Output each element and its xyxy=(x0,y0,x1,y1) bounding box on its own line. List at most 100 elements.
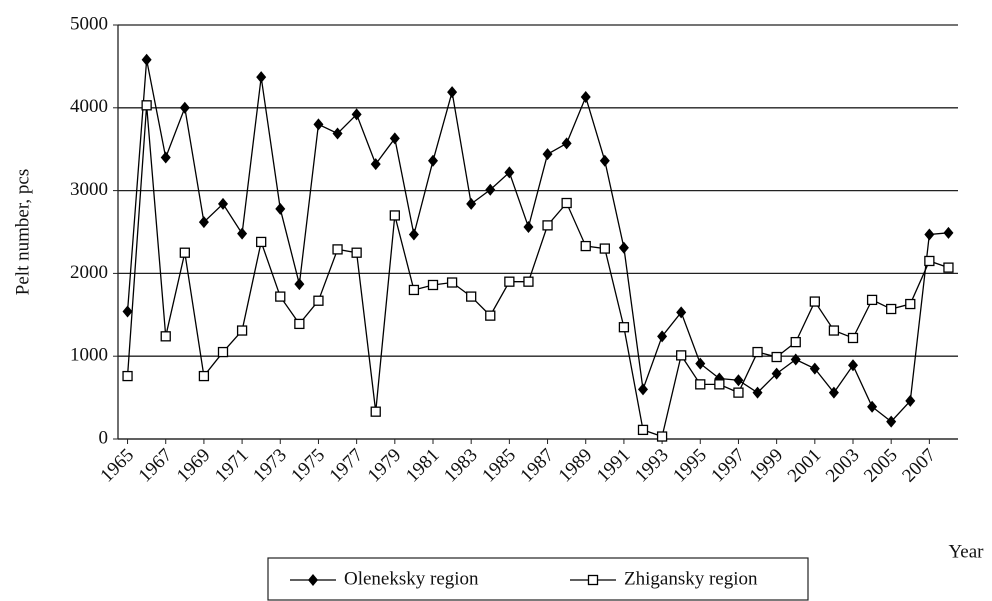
point xyxy=(351,247,362,258)
point xyxy=(447,86,458,99)
point xyxy=(466,197,477,210)
point xyxy=(217,346,229,358)
point xyxy=(294,278,305,291)
x-tick-label: 1967 xyxy=(135,445,177,487)
point xyxy=(485,183,496,196)
x-tick-label: 1999 xyxy=(746,445,788,487)
point xyxy=(256,71,267,84)
legend-marker xyxy=(587,574,599,586)
x-tick-label: 1981 xyxy=(402,445,444,487)
point xyxy=(943,262,954,273)
point xyxy=(752,346,763,358)
x-tick-label: 1991 xyxy=(593,445,635,487)
point xyxy=(924,228,935,241)
point xyxy=(275,291,286,302)
point xyxy=(809,362,820,375)
point xyxy=(867,400,878,413)
point xyxy=(256,236,267,248)
point xyxy=(657,330,668,343)
x-tick-label: 2005 xyxy=(860,445,902,487)
point xyxy=(122,305,133,318)
point xyxy=(122,370,133,382)
point xyxy=(294,318,305,330)
point xyxy=(943,226,954,239)
point xyxy=(179,247,190,258)
point xyxy=(771,367,782,380)
point xyxy=(198,370,210,382)
x-tick-label: 1995 xyxy=(669,445,711,487)
y-tick-label: 1000 xyxy=(70,345,108,366)
point xyxy=(580,91,591,104)
point xyxy=(351,108,362,121)
point xyxy=(733,374,744,387)
point xyxy=(924,255,935,267)
point xyxy=(370,158,381,171)
point xyxy=(828,386,839,399)
x-tick-label: 1977 xyxy=(326,445,368,487)
x-tick-label: 1993 xyxy=(631,445,673,487)
point xyxy=(599,154,610,167)
point xyxy=(905,394,916,407)
point xyxy=(790,336,801,348)
y-tick-label: 3000 xyxy=(70,179,108,200)
x-tick-label: 1975 xyxy=(287,445,329,487)
point xyxy=(370,406,381,417)
point xyxy=(408,284,420,296)
point xyxy=(886,303,897,315)
point xyxy=(332,244,343,255)
point xyxy=(905,298,916,310)
y-tick-label: 2000 xyxy=(70,262,108,283)
y-tick-label: 0 xyxy=(99,427,109,448)
point xyxy=(237,227,248,240)
x-tick-label: 1989 xyxy=(555,445,597,487)
point xyxy=(141,53,152,66)
point xyxy=(485,310,496,321)
y-tick-label: 4000 xyxy=(70,96,108,117)
series-line xyxy=(126,105,949,438)
point xyxy=(752,386,763,399)
x-axis-title: Year xyxy=(948,541,984,562)
point xyxy=(695,357,706,370)
point xyxy=(236,325,248,336)
point xyxy=(504,276,515,287)
point xyxy=(695,379,706,390)
point xyxy=(599,243,610,254)
point xyxy=(313,295,324,306)
point xyxy=(275,202,286,215)
point xyxy=(408,228,419,241)
x-tick-label: 1979 xyxy=(364,445,406,487)
x-tick-label: 2007 xyxy=(898,445,940,487)
point xyxy=(313,118,324,131)
point xyxy=(446,277,458,288)
point xyxy=(733,387,744,398)
point xyxy=(638,383,648,396)
point xyxy=(809,296,820,307)
x-tick-label: 1987 xyxy=(516,445,558,487)
x-tick-label: 1983 xyxy=(440,445,482,487)
x-tick-label: 1973 xyxy=(249,445,291,487)
point xyxy=(618,241,629,254)
point xyxy=(160,331,171,342)
x-tick-label: 1997 xyxy=(707,445,749,487)
x-tick-label: 1965 xyxy=(96,445,138,487)
point xyxy=(866,294,878,306)
point xyxy=(790,353,801,366)
x-tick-label: 1985 xyxy=(478,445,520,487)
point xyxy=(656,431,668,442)
point xyxy=(427,279,439,291)
legend-label: Oleneksky region xyxy=(344,568,479,589)
point xyxy=(676,350,687,361)
point xyxy=(389,210,400,221)
point xyxy=(179,101,190,114)
x-tick-label: 2003 xyxy=(822,445,864,487)
x-tick-label: 1971 xyxy=(211,445,253,487)
point xyxy=(141,100,152,111)
point xyxy=(428,154,438,167)
y-tick-label: 5000 xyxy=(70,13,108,34)
point xyxy=(618,322,630,333)
point xyxy=(332,127,343,140)
point xyxy=(542,148,553,161)
point xyxy=(847,332,859,344)
point xyxy=(848,359,858,372)
